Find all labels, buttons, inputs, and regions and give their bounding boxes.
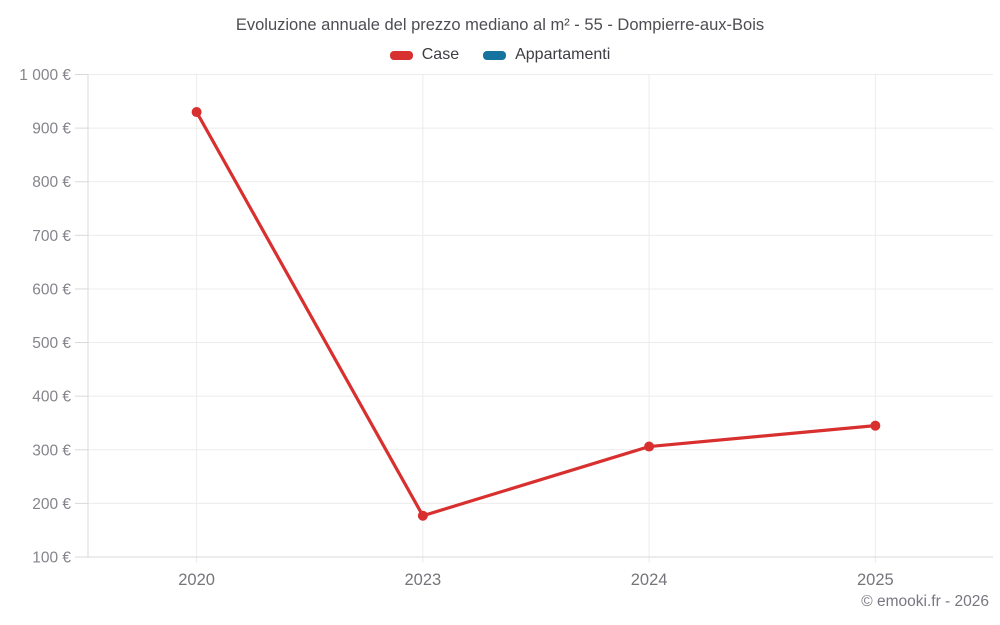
data-point-case-2024[interactable] [644, 441, 655, 452]
data-point-case-2025[interactable] [870, 420, 881, 431]
series-line-case [195, 110, 877, 518]
chart-title: Evoluzione annuale del prezzo mediano al… [235, 16, 765, 34]
y-tick-label: 200 € [32, 496, 71, 513]
data-point-case-2020[interactable] [191, 107, 202, 118]
legend: Case Appartamenti [0, 46, 1000, 64]
y-tick-label: 400 € [32, 389, 71, 406]
y-tick-label: 500 € [32, 335, 71, 352]
y-tick-label: 800 € [32, 174, 71, 191]
legend-item-case[interactable]: Case [389, 46, 460, 64]
x-tick-label: 2020 [178, 571, 215, 589]
y-tick-label: 600 € [32, 281, 71, 298]
x-tick-label: 2024 [631, 571, 668, 589]
legend-label-case: Case [421, 46, 460, 63]
legend-swatch-case-icon [389, 50, 413, 60]
x-tick-label: 2025 [857, 571, 894, 589]
legend-swatch-appartamenti-icon [483, 50, 507, 60]
y-tick-label: 300 € [32, 442, 71, 459]
y-tick-label: 900 € [32, 121, 71, 138]
y-tick-label: 700 € [32, 228, 71, 245]
data-point-case-2023[interactable] [417, 510, 428, 521]
legend-label-appartamenti: Appartamenti [515, 46, 611, 63]
legend-item-appartamenti[interactable]: Appartamenti [483, 46, 610, 64]
attribution-text: © emooki.fr - 2026 [861, 593, 989, 610]
x-tick-label: 2023 [404, 571, 441, 589]
y-tick-label: 100 € [32, 550, 71, 567]
y-tick-label: 1 000 € [19, 67, 71, 84]
